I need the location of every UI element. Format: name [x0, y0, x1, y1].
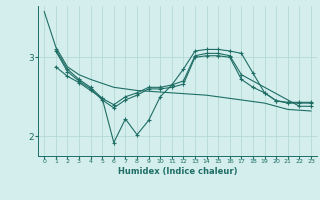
X-axis label: Humidex (Indice chaleur): Humidex (Indice chaleur)	[118, 167, 237, 176]
